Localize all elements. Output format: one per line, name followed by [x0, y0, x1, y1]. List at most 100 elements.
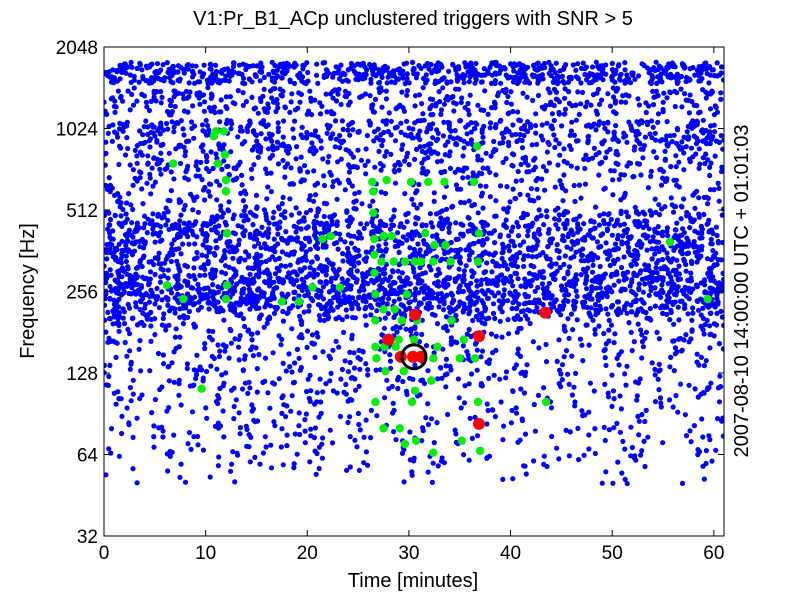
trigger-point: [575, 223, 581, 230]
trigger-point: [551, 102, 557, 109]
trigger-point: [280, 194, 286, 200]
trigger-point: [180, 321, 186, 327]
trigger-point: [265, 105, 271, 111]
trigger-point: [404, 275, 410, 281]
trigger-point: [379, 74, 385, 80]
trigger-point: [652, 372, 658, 378]
trigger-point: [498, 117, 504, 123]
trigger-point: [249, 337, 255, 343]
trigger-point: [182, 226, 188, 232]
trigger-point: [154, 161, 160, 167]
trigger-point: [561, 80, 568, 86]
trigger-point: [548, 67, 554, 73]
trigger-point: [177, 268, 183, 274]
trigger-point: [483, 150, 489, 156]
trigger-point: [636, 73, 642, 79]
trigger-point: [252, 105, 259, 111]
trigger-point: [517, 118, 524, 124]
trigger-point: [243, 66, 249, 73]
trigger-point: [575, 89, 581, 95]
trigger-point: [213, 72, 219, 78]
trigger-point: [460, 277, 466, 283]
trigger-point: [466, 215, 472, 221]
trigger-point: [149, 61, 155, 67]
trigger-point: [156, 305, 162, 311]
trigger-point: [265, 316, 271, 322]
trigger-point: [316, 265, 322, 271]
trigger-point: [613, 110, 619, 117]
trigger-point: [461, 165, 467, 171]
trigger-point: [236, 241, 242, 248]
trigger-point: [475, 102, 481, 108]
trigger-point: [531, 198, 537, 204]
trigger-point: [638, 297, 644, 303]
trigger-point: [152, 69, 158, 75]
trigger-point: [672, 103, 678, 110]
trigger-point: [223, 94, 229, 100]
trigger-point: [711, 263, 717, 269]
trigger-point: [552, 184, 558, 190]
trigger-point: [266, 146, 272, 152]
trigger-point: [495, 278, 501, 284]
trigger-point: [700, 305, 706, 311]
trigger-point: [643, 109, 649, 116]
trigger-point: [376, 243, 382, 249]
trigger-point: [224, 163, 230, 169]
trigger-point: [308, 207, 314, 213]
trigger-point: [676, 159, 682, 165]
trigger-point: [596, 66, 603, 72]
trigger-point: [287, 235, 293, 241]
trigger-point: [238, 295, 244, 301]
trigger-point: [673, 164, 679, 170]
trigger-point: [664, 95, 670, 101]
trigger-point: [662, 157, 668, 163]
trigger-point: [512, 298, 519, 304]
trigger-point: [433, 137, 440, 144]
trigger-point: [376, 67, 382, 73]
trigger-point: [664, 311, 670, 317]
trigger-point: [353, 76, 359, 82]
trigger-point: [648, 168, 654, 174]
trigger-point: [186, 225, 192, 231]
trigger-point: [402, 158, 408, 164]
trigger-point: [356, 306, 362, 312]
trigger-point: [206, 127, 212, 133]
trigger-point: [356, 347, 362, 353]
trigger-point: [370, 68, 376, 74]
trigger-point: [430, 121, 436, 127]
trigger-point: [162, 166, 168, 172]
trigger-point: [168, 258, 174, 265]
trigger-point: [467, 242, 473, 248]
trigger-point: [502, 129, 508, 135]
trigger-point: [311, 220, 317, 226]
trigger-point: [671, 267, 677, 273]
trigger-point: [104, 186, 110, 192]
trigger-point: [611, 134, 618, 140]
trigger-point: [546, 141, 552, 148]
trigger-point: [385, 310, 391, 317]
trigger-point: [379, 142, 385, 149]
trigger-point: [492, 105, 498, 111]
trigger-point: [564, 282, 570, 288]
trigger-point: [311, 198, 317, 204]
trigger-point: [120, 285, 126, 291]
trigger-point: [297, 99, 303, 105]
trigger-point: [312, 354, 318, 360]
trigger-point: [411, 269, 417, 275]
trigger-point: [561, 323, 567, 329]
trigger-point: [684, 129, 690, 135]
trigger-point: [281, 118, 287, 124]
trigger-point: [530, 97, 536, 103]
trigger-point: [257, 95, 263, 101]
trigger-point: [106, 175, 112, 181]
trigger-point: [397, 162, 403, 168]
trigger-point: [510, 224, 516, 230]
trigger-point: [194, 194, 200, 200]
trigger-point: [579, 342, 585, 348]
trigger-point: [480, 223, 486, 230]
trigger-point: [580, 299, 586, 305]
trigger-point: [151, 155, 157, 161]
trigger-point: [227, 249, 233, 255]
trigger-point: [591, 388, 597, 394]
trigger-point: [370, 215, 376, 221]
